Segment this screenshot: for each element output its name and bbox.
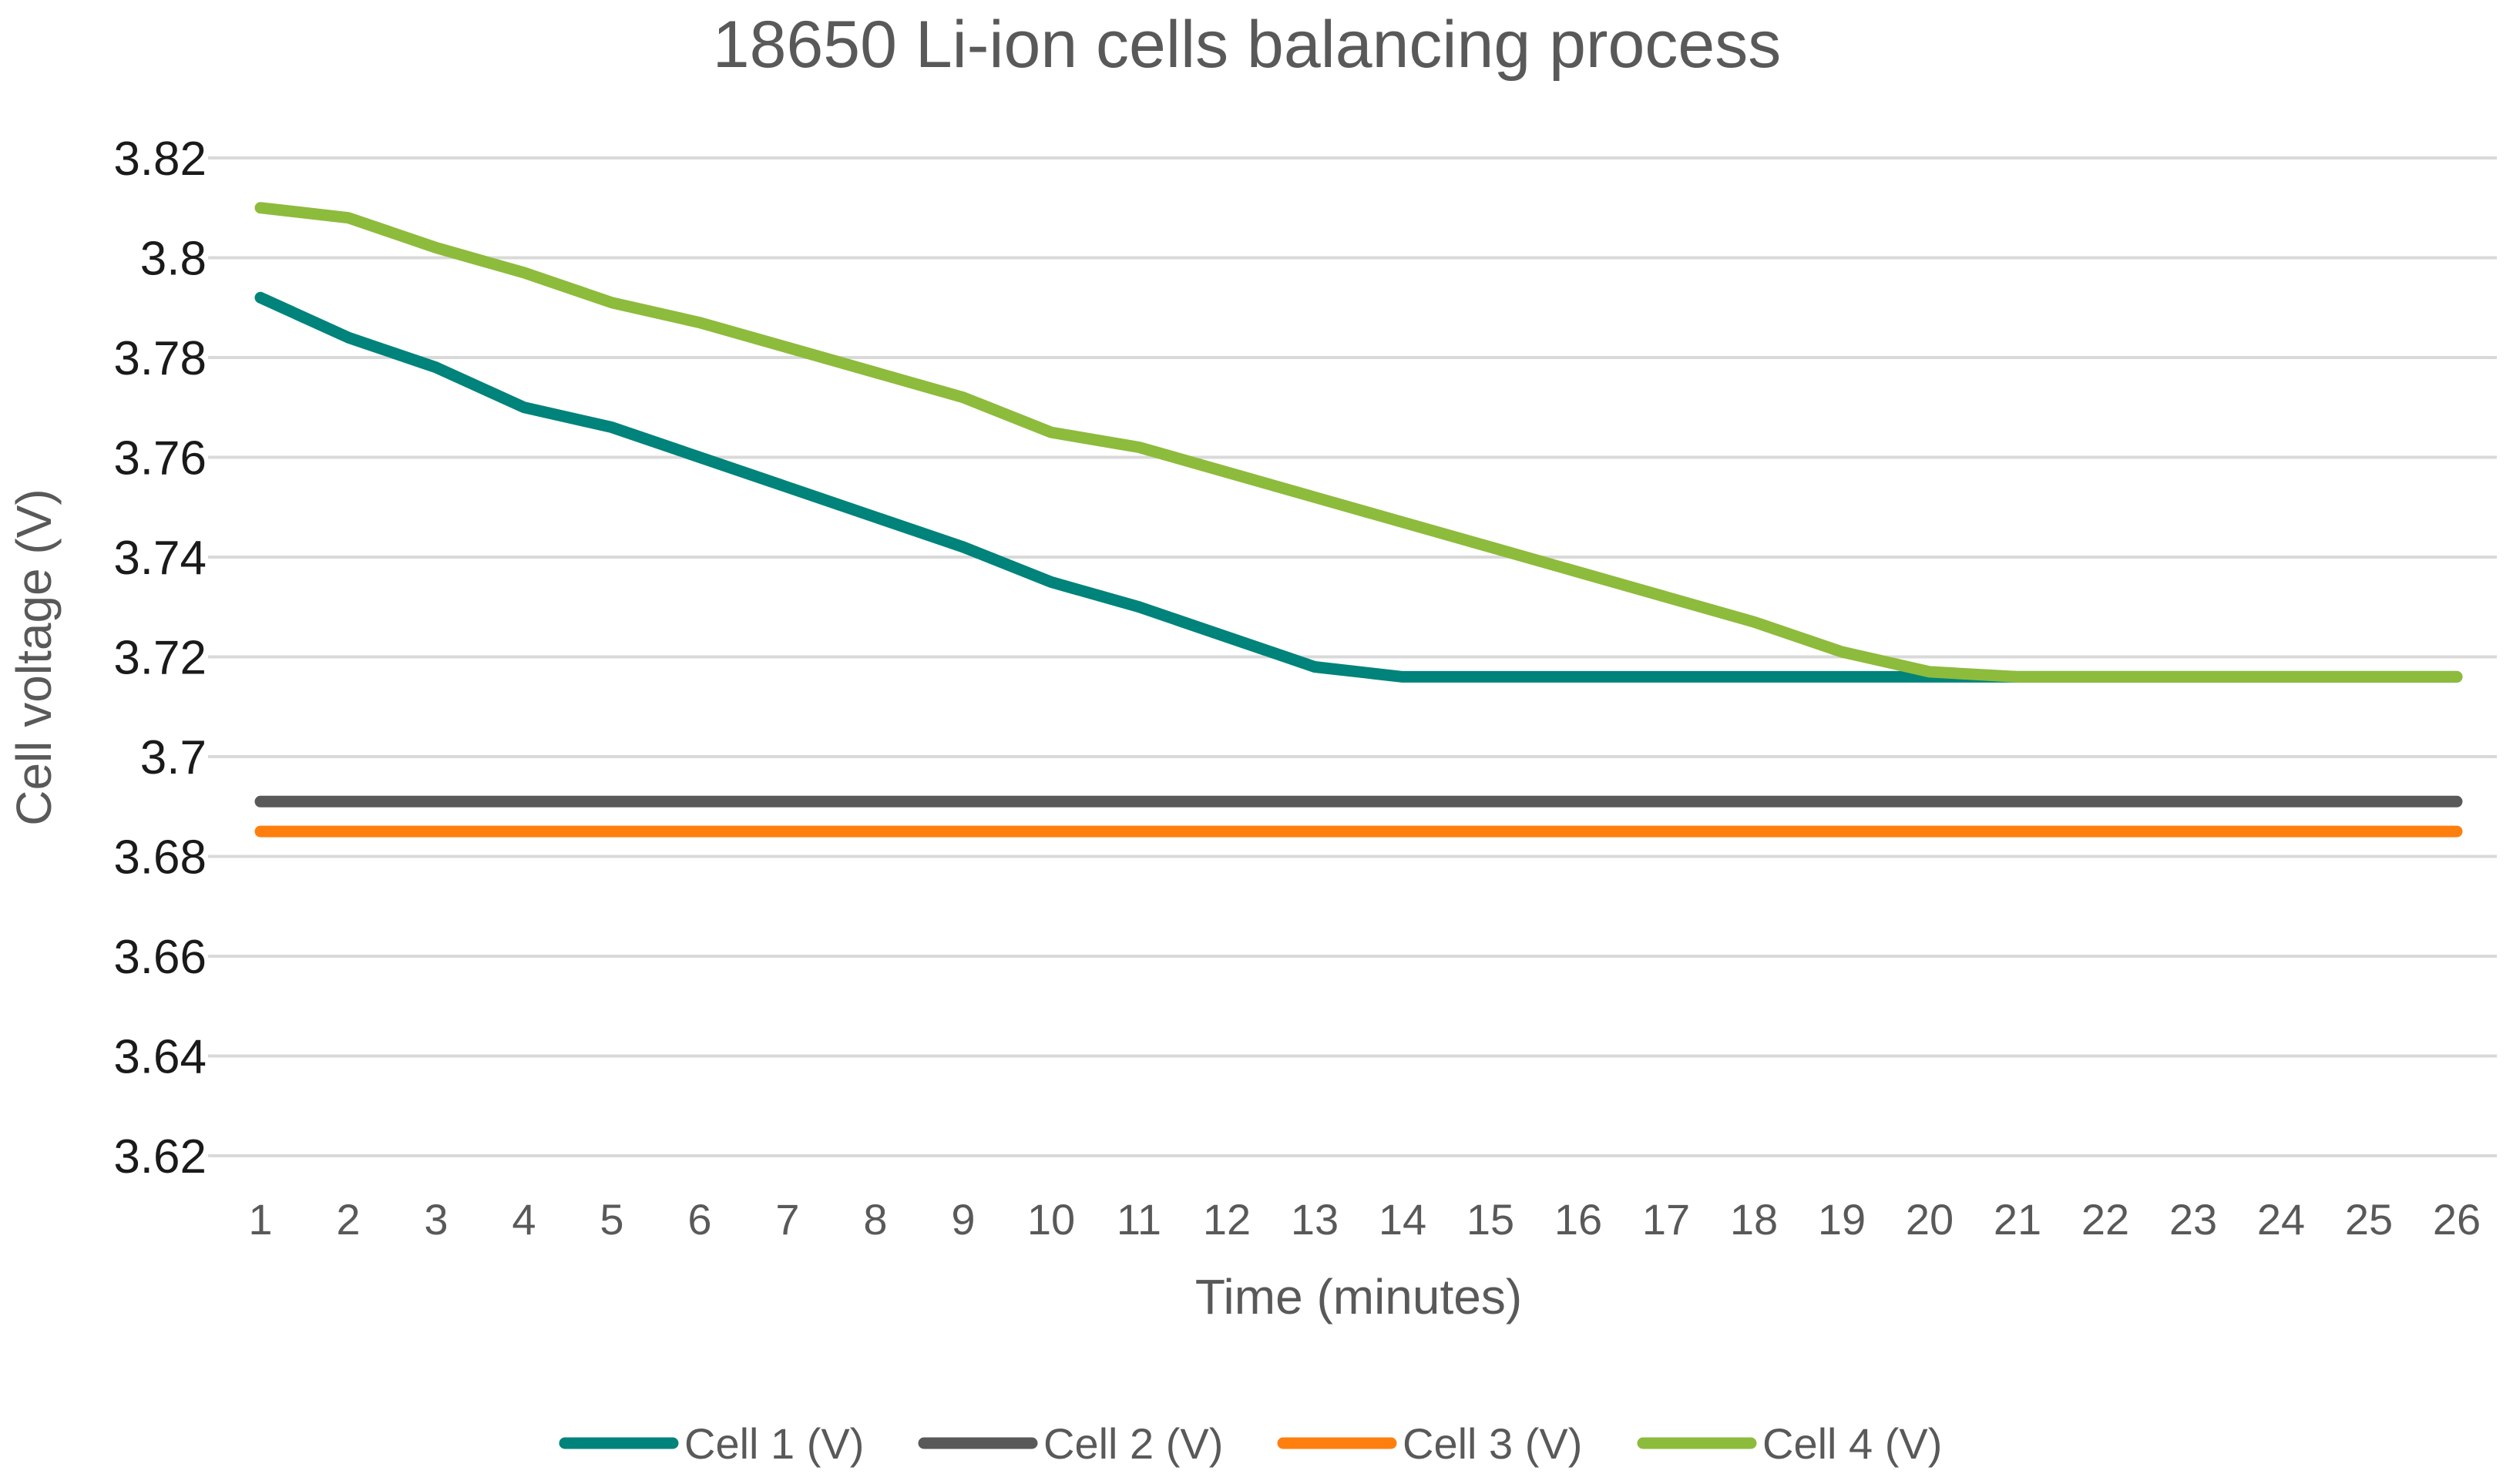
x-tick-label: 9 [951, 1195, 975, 1244]
series-lines [254, 202, 2463, 838]
x-tick-label: 11 [1117, 1195, 1161, 1244]
x-tick-label: 7 [775, 1195, 799, 1244]
y-axis-ticks: 3.62 3.64 3.66 3.68 3.7 3.72 3.74 3.76 3.78 3.8 3.… [113, 133, 207, 1184]
y-tick-label: 3.62 [113, 1130, 207, 1184]
x-tick-label: 25 [2345, 1195, 2393, 1244]
y-tick-label: 3.8 [140, 233, 207, 286]
series-line-cell-1 [254, 291, 2463, 683]
y-tick-label: 3.64 [113, 1031, 207, 1084]
legend-label-cell-3: Cell 3 (V) [1403, 1419, 1582, 1468]
x-tick-label: 26 [2433, 1195, 2481, 1244]
x-tick-label: 14 [1379, 1195, 1426, 1244]
x-tick-label: 2 [336, 1195, 360, 1244]
x-tick-label: 3 [424, 1195, 448, 1244]
x-tick-label: 17 [1642, 1195, 1690, 1244]
y-tick-label: 3.66 [113, 931, 207, 984]
x-axis-title: Time (minutes) [1195, 1269, 1522, 1325]
y-tick-label: 3.74 [113, 532, 207, 585]
x-tick-label: 8 [863, 1195, 887, 1244]
series-line-cell-4 [254, 202, 2463, 683]
x-tick-label: 16 [1554, 1195, 1602, 1244]
y-axis-title: Cell voltage (V) [6, 489, 62, 826]
x-tick-label: 22 [2081, 1195, 2129, 1244]
x-tick-label: 4 [512, 1195, 536, 1244]
y-tick-label: 3.76 [113, 432, 207, 485]
x-tick-label: 10 [1027, 1195, 1075, 1244]
x-tick-label: 13 [1291, 1195, 1339, 1244]
y-tick-label: 3.68 [113, 831, 207, 885]
legend-label-cell-4: Cell 4 (V) [1762, 1419, 1942, 1468]
x-tick-label: 19 [1818, 1195, 1866, 1244]
x-axis-ticks: 1 2 3 4 5 6 7 8 9 10 11 12 13 14 15 16 17 18 19 20 21 22 23 24 2… [248, 1195, 2481, 1244]
x-tick-label: 15 [1466, 1195, 1514, 1244]
x-tick-label: 21 [1994, 1195, 2041, 1244]
x-tick-label: 23 [2169, 1195, 2217, 1244]
gridlines [208, 156, 2497, 1157]
x-tick-label: 24 [2257, 1195, 2305, 1244]
legend: Cell 1 (V) Cell 2 (V) Cell 3 (V) Cell 4 (V) [559, 1419, 1942, 1468]
y-tick-label: 3.78 [113, 332, 207, 385]
legend-label-cell-1: Cell 1 (V) [684, 1419, 864, 1468]
x-tick-label: 20 [1906, 1195, 1954, 1244]
chart-title: 18650 Li-ion cells balancing process [713, 8, 1781, 82]
x-tick-label: 1 [248, 1195, 272, 1244]
x-tick-label: 12 [1203, 1195, 1251, 1244]
y-tick-label: 3.82 [113, 133, 207, 186]
legend-label-cell-2: Cell 2 (V) [1043, 1419, 1223, 1468]
y-tick-label: 3.7 [140, 731, 207, 784]
y-tick-label: 3.72 [113, 632, 207, 685]
x-tick-label: 6 [687, 1195, 711, 1244]
x-tick-label: 5 [600, 1195, 623, 1244]
x-tick-label: 18 [1730, 1195, 1778, 1244]
